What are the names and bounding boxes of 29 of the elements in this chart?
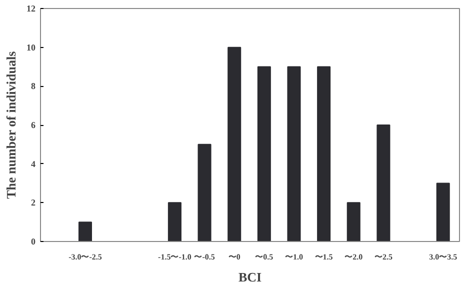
bar: [228, 46, 242, 242]
x-tick-label: 〜1.5: [314, 252, 333, 262]
y-tick-label: 10: [26, 42, 36, 52]
x-tick-label: 〜2.0: [344, 252, 363, 262]
x-axis-title: BCI: [238, 270, 262, 284]
bar: [257, 66, 271, 242]
y-tick-label: 12: [26, 4, 36, 14]
bar: [78, 222, 92, 242]
y-tick-label: 8: [31, 81, 36, 92]
bar: [168, 202, 182, 242]
bar: [198, 144, 212, 242]
x-tick-label: -1.5〜-1.0: [158, 252, 192, 262]
x-tick-label: 〜-0.5: [194, 252, 215, 262]
x-tick-label: 〜0.5: [255, 252, 274, 262]
x-tick-label: 3.0〜3.5: [429, 252, 458, 262]
x-tick-label: 〜1.0: [284, 252, 303, 262]
y-tick-label: 0: [31, 236, 36, 246]
bar: [436, 182, 450, 242]
x-tick-label: 〜0: [228, 252, 240, 262]
y-axis-title: The number of individuals: [4, 51, 18, 199]
bar: [317, 66, 331, 242]
bar: [346, 202, 360, 242]
x-tick-label: 〜2.5: [374, 252, 392, 262]
bar: [287, 66, 301, 242]
y-tick-label: 4: [31, 158, 36, 169]
y-tick-label: 6: [31, 120, 36, 130]
bar: [376, 124, 390, 242]
x-tick-label: -3.0〜-2.5: [68, 252, 102, 262]
y-tick-label: 2: [31, 198, 36, 208]
